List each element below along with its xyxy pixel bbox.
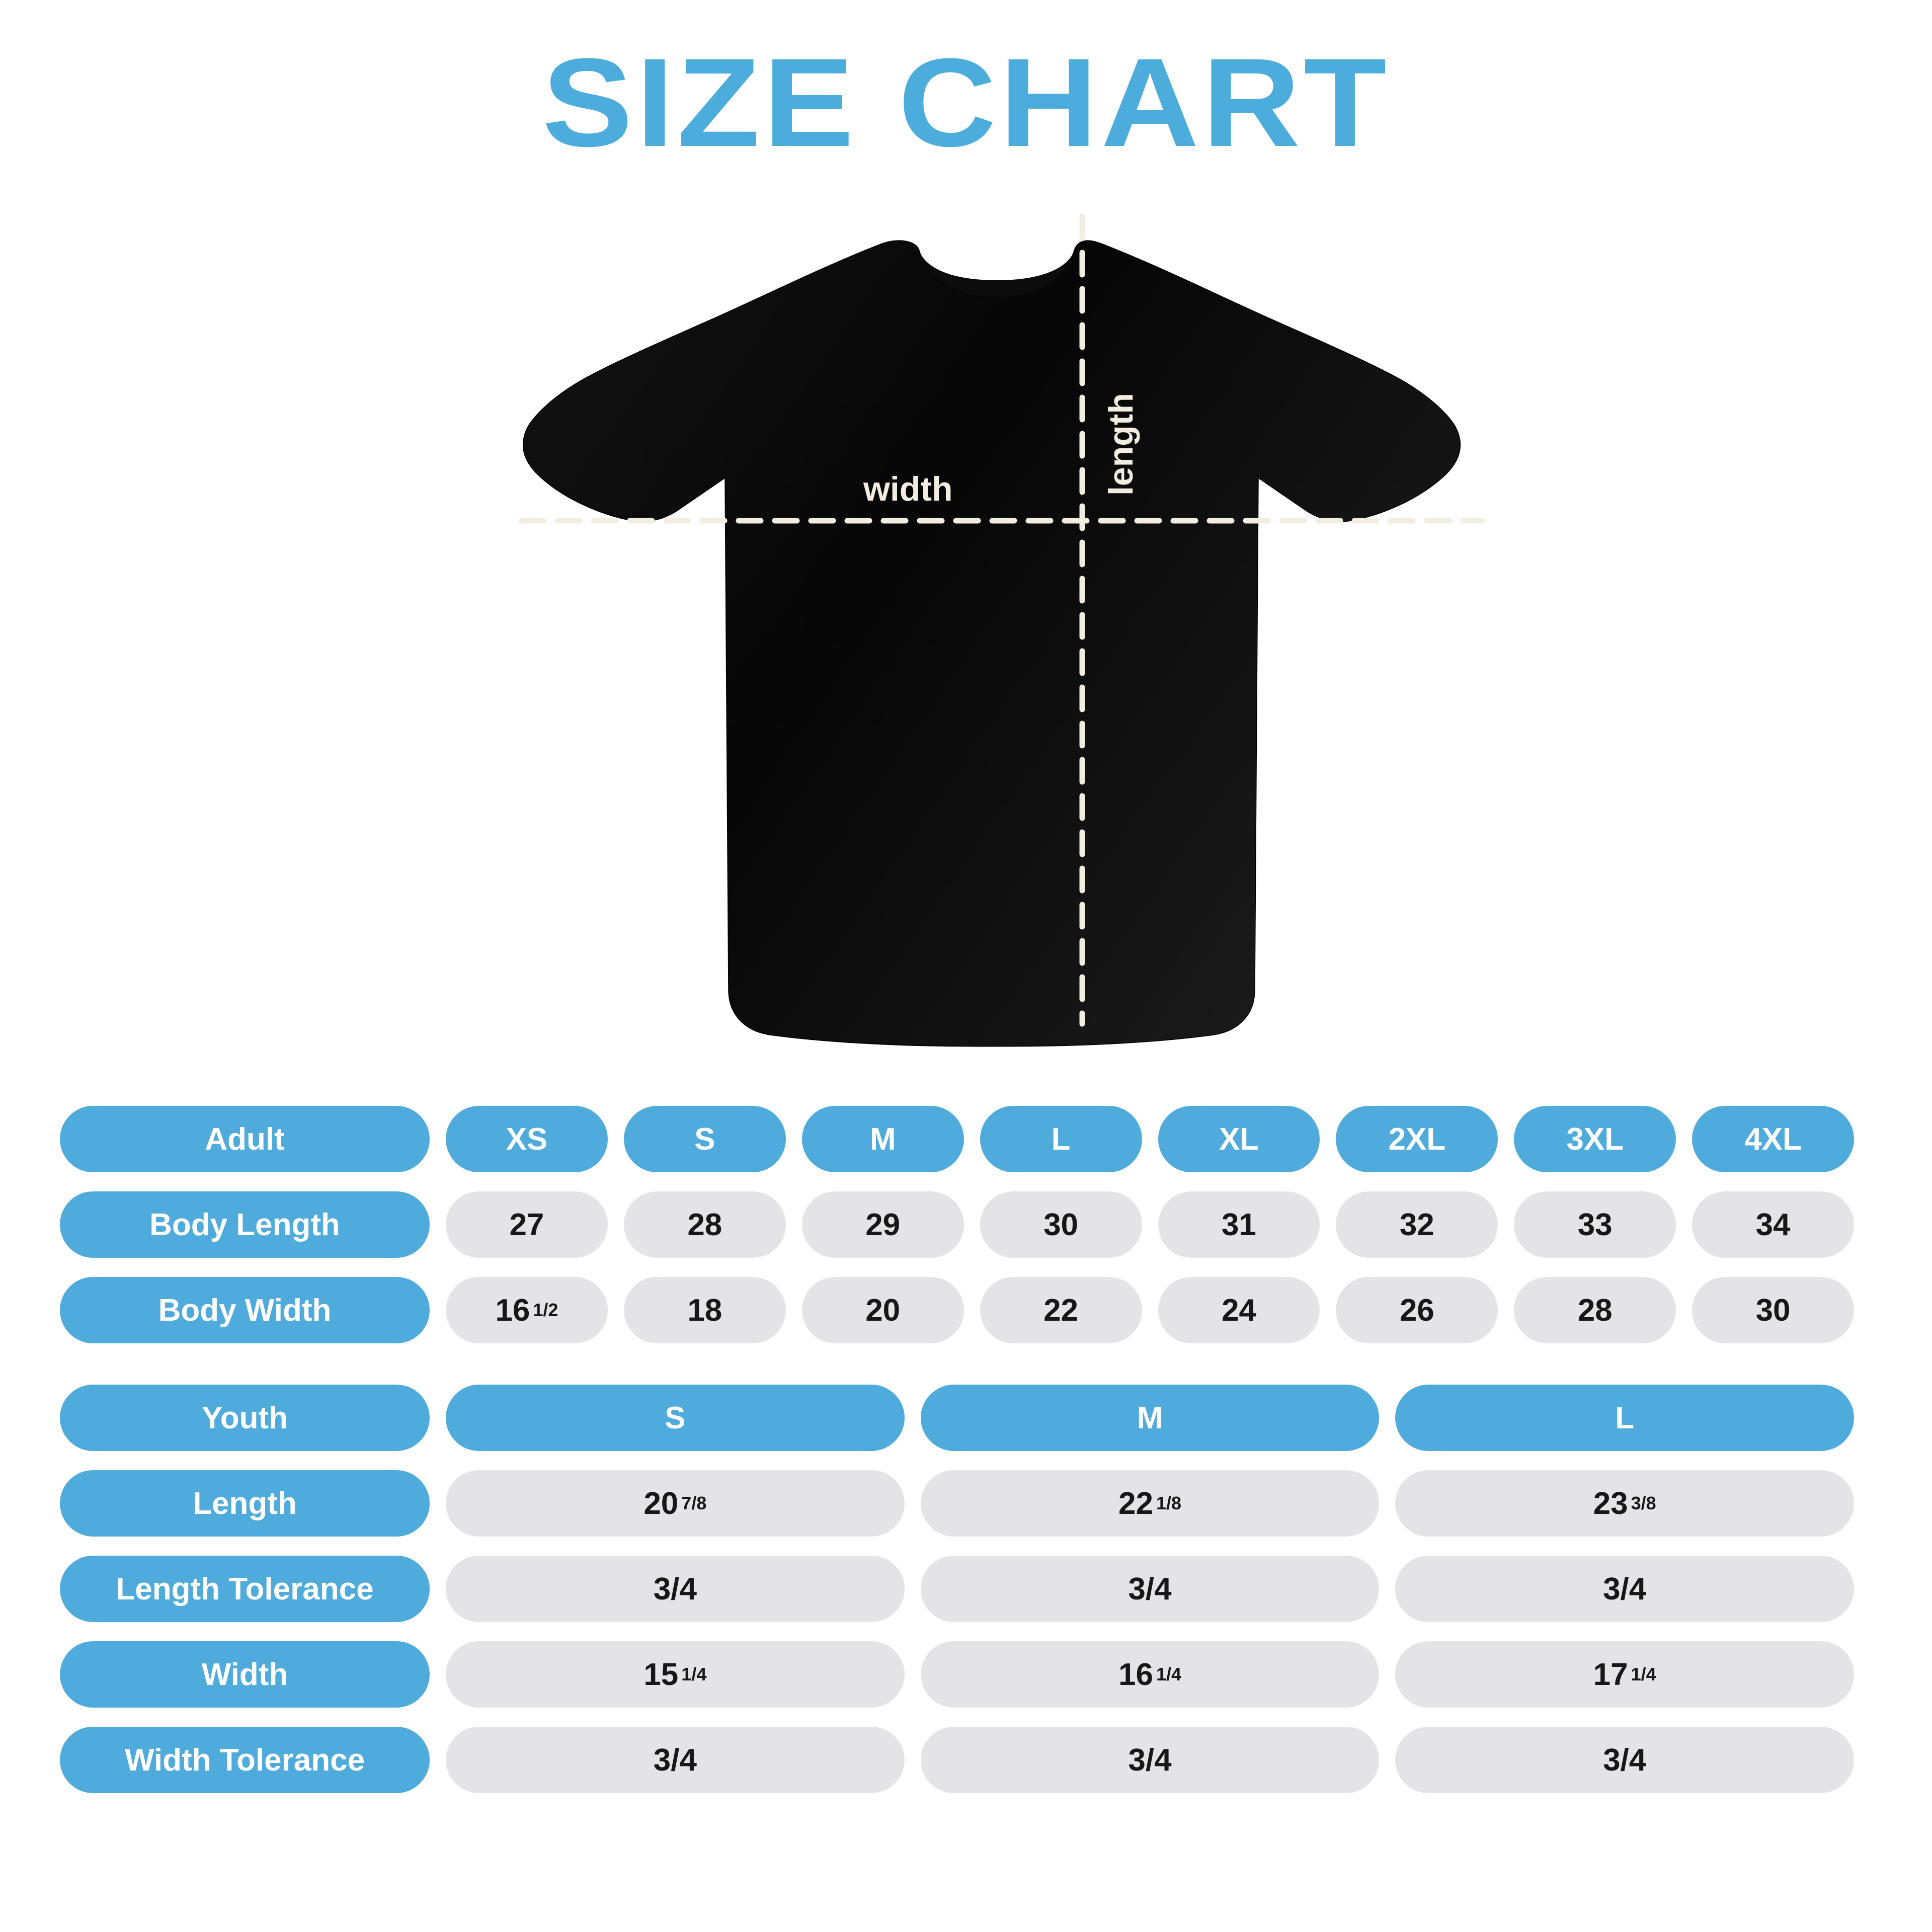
svg-text:length: length	[1102, 393, 1140, 496]
svg-text:width: width	[863, 470, 953, 508]
